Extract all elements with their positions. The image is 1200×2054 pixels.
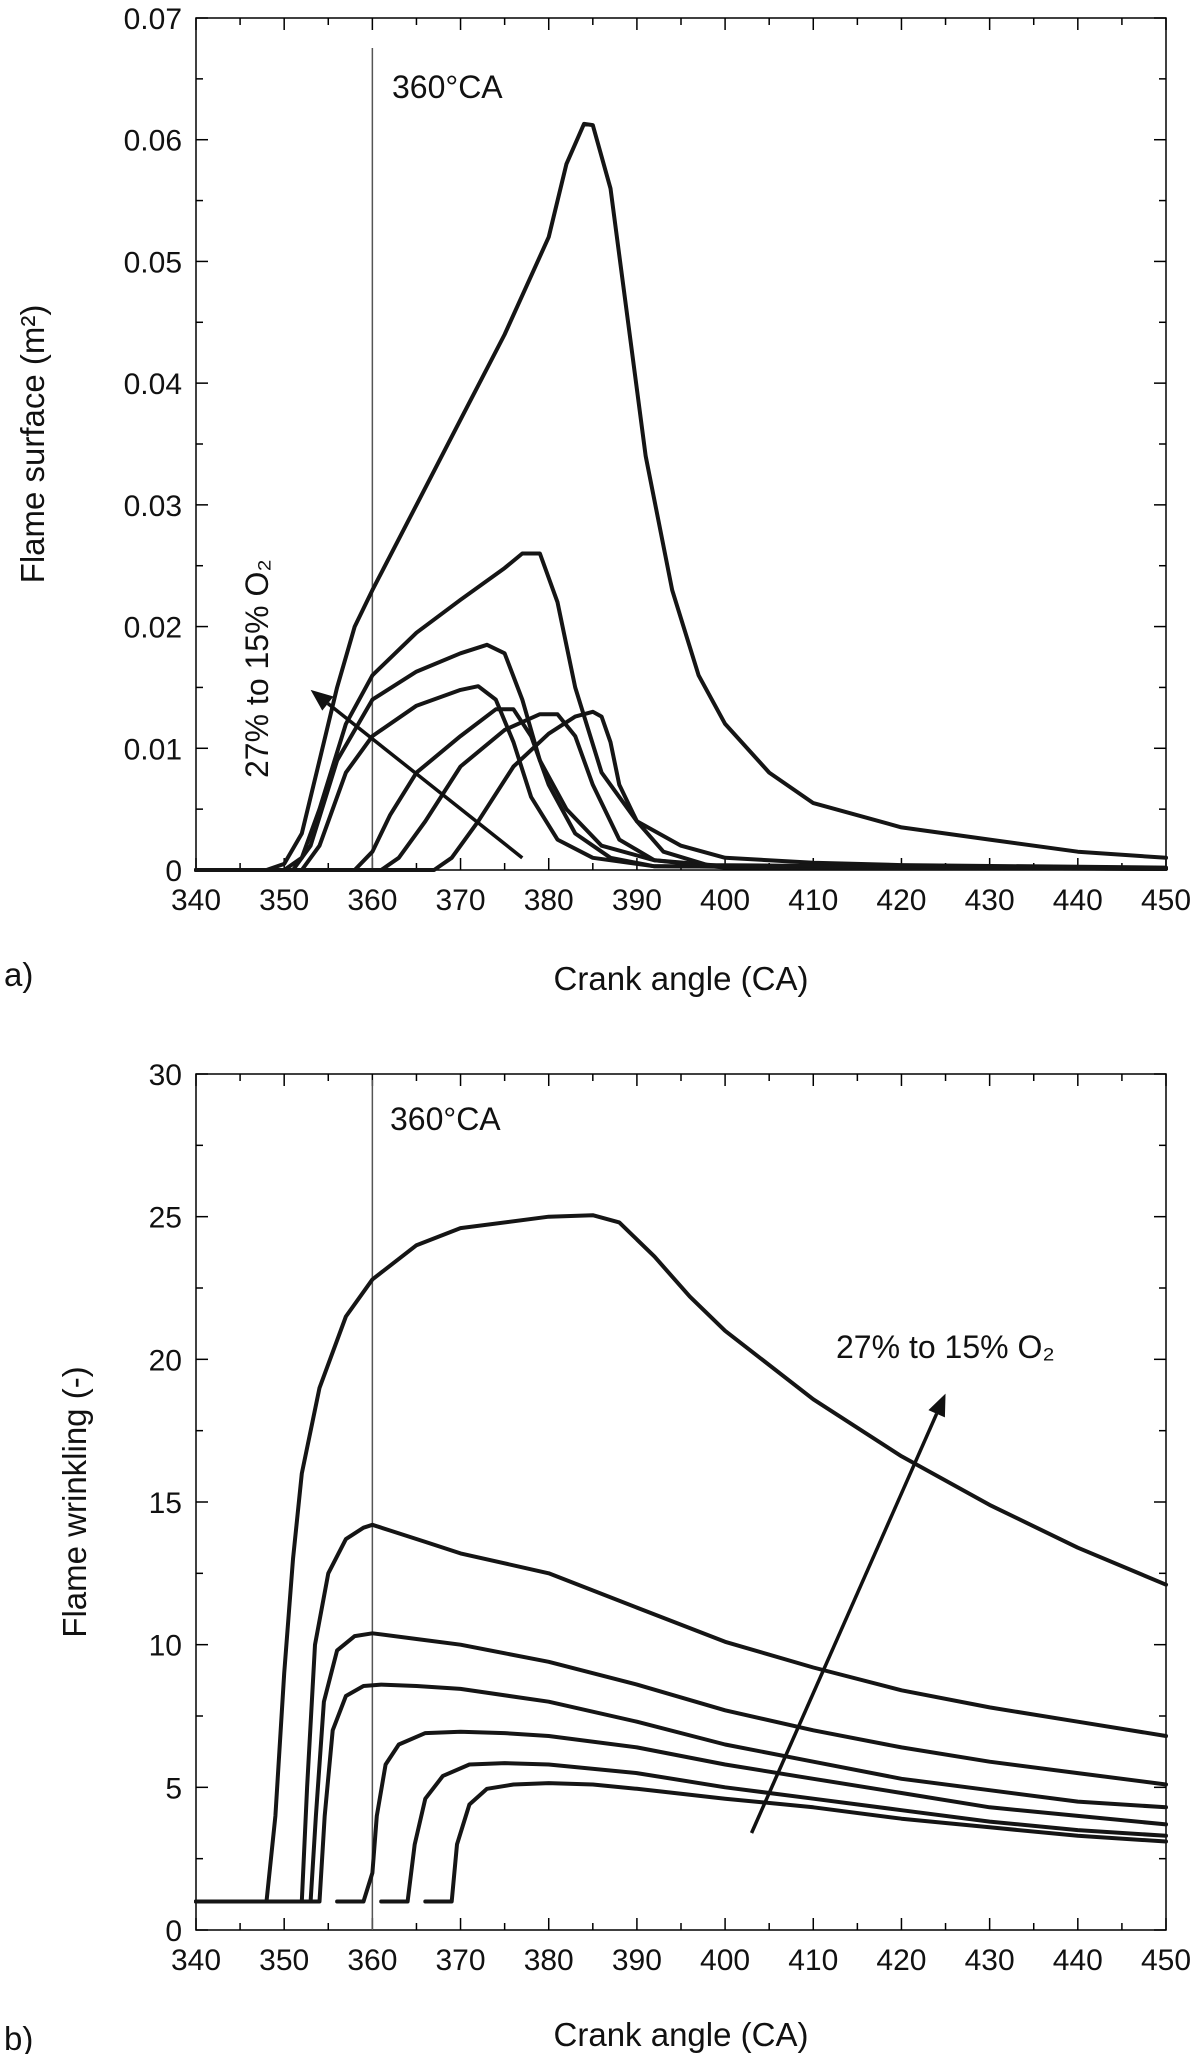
series-line-4: [194, 1682, 1168, 1904]
x-tick-label: 380: [524, 884, 574, 917]
panel-b-ylabel: Flame wrinkling (-): [56, 1366, 93, 1637]
y-tick-label: 0.03: [124, 490, 182, 523]
panel-b-xlabel: Crank angle (CA): [554, 2016, 809, 2053]
x-tick-label: 420: [876, 1944, 926, 1977]
x-tick-label: 420: [876, 884, 926, 917]
y-tick-label: 0.05: [124, 246, 182, 279]
y-tick-label: 0: [165, 1915, 182, 1948]
x-tick-label: 380: [524, 1944, 574, 1977]
x-tick-label: 350: [259, 884, 309, 917]
y-tick-label: 0.01: [124, 733, 182, 766]
series-line-5: [335, 1729, 1168, 1904]
y-tick-label: 0.07: [124, 3, 182, 36]
x-tick-label: 450: [1141, 1944, 1191, 1977]
x-tick-label: 400: [700, 1944, 750, 1977]
x-tick-label: 360: [347, 884, 397, 917]
x-tick-label: 390: [612, 884, 662, 917]
x-tick-label: 440: [1053, 1944, 1103, 1977]
series-line-5: [194, 707, 1168, 872]
x-tick-label: 340: [171, 1944, 221, 1977]
series-line-2: [194, 551, 1168, 872]
x-tick-label: 430: [965, 884, 1015, 917]
plot-frame: [195, 1073, 1167, 1931]
arrow-shaft: [749, 1412, 939, 1834]
x-tick-label: 390: [612, 1944, 662, 1977]
x-tick-label: 370: [436, 1944, 486, 1977]
y-tick-label: 5: [165, 1772, 182, 1805]
panel-a-xlabel: Crank angle (CA): [554, 960, 809, 997]
y-tick-label: 25: [149, 1202, 182, 1235]
x-tick-label: 430: [965, 1944, 1015, 1977]
x-tick-label: 450: [1141, 884, 1191, 917]
series-line-6: [379, 1761, 1168, 1904]
panel-b-chart: b) Crank angle (CA) Flame wrinkling (-) …: [4, 1059, 1191, 2054]
x-tick-label: 360: [347, 1944, 397, 1977]
y-tick-label: 0.04: [124, 368, 182, 401]
series-line-3: [194, 1631, 1168, 1904]
series-line-1: [194, 121, 1168, 872]
x-tick-label: 400: [700, 884, 750, 917]
panel-b-label: b): [4, 2020, 33, 2054]
y-tick-label: 0.06: [124, 125, 182, 158]
arrow-shaft: [326, 702, 524, 860]
series-line-7: [194, 709, 1168, 872]
x-tick-label: 370: [436, 884, 486, 917]
x-tick-label: 410: [788, 1944, 838, 1977]
y-tick-label: 15: [149, 1487, 182, 1520]
panel-a-vline-label: 360°CA: [392, 69, 503, 105]
x-tick-label: 340: [171, 884, 221, 917]
panel-a-chart: a) Crank angle (CA) Flame surface (m²) 3…: [4, 3, 1191, 997]
panel-b-vline-label: 360°CA: [390, 1101, 501, 1137]
series-line-3: [194, 642, 1168, 872]
panel-a-ylabel: Flame surface (m²): [14, 305, 51, 584]
arrow-head: [310, 689, 334, 711]
x-tick-label: 440: [1053, 884, 1103, 917]
y-tick-label: 20: [149, 1344, 182, 1377]
y-tick-label: 30: [149, 1059, 182, 1092]
x-tick-label: 350: [259, 1944, 309, 1977]
arrow-head: [928, 1393, 946, 1418]
y-tick-label: 0.02: [124, 612, 182, 645]
series-line-1: [194, 1213, 1168, 1904]
series-line-2: [194, 1522, 1168, 1904]
series-line-7: [423, 1781, 1168, 1904]
series-line-6: [194, 712, 1168, 872]
panel-a-annotation: 27% to 15% O₂: [239, 559, 275, 778]
y-tick-label: 10: [149, 1630, 182, 1663]
y-tick-label: 0: [165, 855, 182, 888]
panel-b-annotation: 27% to 15% O₂: [836, 1329, 1055, 1365]
x-tick-label: 410: [788, 884, 838, 917]
series-line-4: [194, 684, 1168, 872]
panel-a-label: a): [4, 956, 33, 993]
